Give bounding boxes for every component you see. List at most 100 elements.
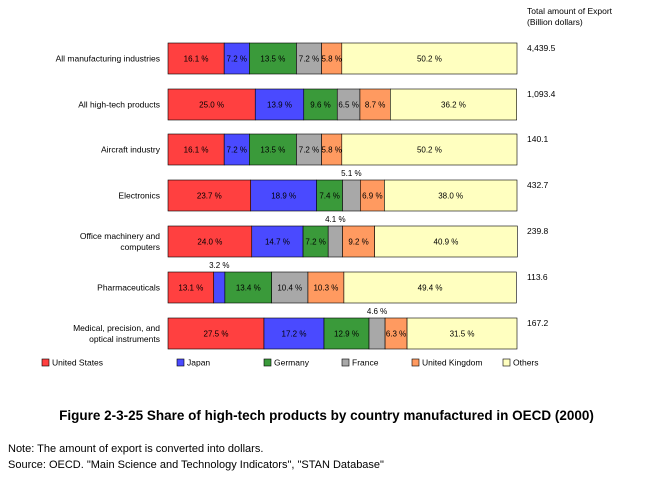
bar-segment-france xyxy=(342,179,361,212)
total-header-line2: (Billion dollars) xyxy=(527,17,583,27)
data-label: 40.9 % xyxy=(434,238,459,247)
bar-segment-others xyxy=(341,42,518,75)
data-label: 6.5 % xyxy=(338,101,358,110)
bar-segment-others xyxy=(374,225,518,258)
bar-segment-japan xyxy=(254,88,305,121)
bar-segment-united-states xyxy=(167,271,215,304)
data-label: 14.7 % xyxy=(265,238,290,247)
data-label: 7.2 % xyxy=(299,146,319,155)
data-label: 5.1 % xyxy=(341,169,361,178)
data-label: 10.3 % xyxy=(313,284,338,293)
legend-label: Japan xyxy=(187,358,210,368)
figure-title: Figure 2-3-25 Share of high-tech product… xyxy=(59,408,594,423)
data-label: 7.2 % xyxy=(299,55,319,64)
bar-segment-japan xyxy=(223,42,250,75)
data-label: 38.0 % xyxy=(438,192,463,201)
total-export-label: 432.7 xyxy=(527,180,549,190)
bar-segment-france xyxy=(296,133,322,166)
category-label: Electronics xyxy=(118,191,160,201)
bar-segment-united-states xyxy=(167,225,253,258)
bar-segment-others xyxy=(343,271,517,304)
data-label: 16.1 % xyxy=(184,146,209,155)
bar-segment-united-states xyxy=(167,133,225,166)
stacked-bar-chart: All manufacturing industries 16.1 % 7.2 % 1… xyxy=(41,42,556,368)
legend-label: United States xyxy=(52,358,103,368)
legend-swatch xyxy=(41,358,50,367)
data-label: 13.4 % xyxy=(236,284,261,293)
total-header-line1: Total amount of Export xyxy=(527,6,613,16)
legend-swatch xyxy=(176,358,185,367)
bar-segment-germany xyxy=(323,317,370,350)
data-label: 23.7 % xyxy=(197,192,222,201)
data-label: 4.6 % xyxy=(367,307,387,316)
total-export-label: 239.8 xyxy=(527,226,549,236)
bar-segment-others xyxy=(341,133,518,166)
category-label: All manufacturing industries xyxy=(56,54,160,64)
data-label: 13.9 % xyxy=(267,101,292,110)
data-label: 7.4 % xyxy=(319,192,339,201)
total-export-label: 1,093.4 xyxy=(527,89,556,99)
data-label: 49.4 % xyxy=(418,284,443,293)
data-label: 6.9 % xyxy=(362,192,382,201)
category-label: Pharmaceuticals xyxy=(97,283,160,293)
data-label: 50.2 % xyxy=(417,55,442,64)
data-label: 8.7 % xyxy=(365,101,385,110)
legend-label: Others xyxy=(513,358,539,368)
bar-segment-united-kingdom xyxy=(359,179,385,212)
total-export-label: 140.1 xyxy=(527,134,549,144)
data-label: 17.2 % xyxy=(282,330,307,339)
bar-segment-united-kingdom xyxy=(342,225,375,258)
data-label: 27.5 % xyxy=(204,330,229,339)
bar-segment-germany xyxy=(303,88,338,121)
bar-segment-others xyxy=(406,317,518,350)
category-label: Medical, precision, and optical instrumen… xyxy=(73,323,160,344)
bar-segment-japan xyxy=(250,179,317,212)
data-label: 6.3 % xyxy=(386,330,406,339)
data-label: 24.0 % xyxy=(197,238,222,247)
legend-swatch xyxy=(502,358,511,367)
bar-segment-france xyxy=(271,271,309,304)
bar-segment-germany xyxy=(224,271,272,304)
data-label: 10.4 % xyxy=(277,284,302,293)
data-label: 25.0 % xyxy=(199,101,224,110)
legend-swatch xyxy=(411,358,420,367)
note-text: Note: The amount of export is converted … xyxy=(8,443,264,455)
data-label: 50.2 % xyxy=(417,146,442,155)
total-export-label: 4,439.5 xyxy=(527,43,556,53)
legend-label: United Kingdom xyxy=(422,358,482,368)
source-text: Source: OECD. "Main Science and Technolo… xyxy=(8,459,384,471)
bar-segment-united-states xyxy=(167,88,256,121)
bar-segment-japan xyxy=(223,133,250,166)
bar-segment-united-states xyxy=(167,42,225,75)
data-label: 9.2 % xyxy=(348,238,368,247)
data-label: 7.2 % xyxy=(227,146,247,155)
data-label: 16.1 % xyxy=(184,55,209,64)
legend-swatch xyxy=(341,358,350,367)
bar-segment-france xyxy=(327,225,343,258)
data-label: 9.6 % xyxy=(310,101,330,110)
data-label: 5.8 % xyxy=(321,55,341,64)
bar-segment-france xyxy=(368,317,386,350)
category-label: Office machinery and computers xyxy=(80,231,160,252)
data-label: 3.2 % xyxy=(209,261,229,270)
data-label: 18.9 % xyxy=(271,192,296,201)
bar-segment-united-kingdom xyxy=(359,88,391,121)
category-label: All high-tech products xyxy=(78,100,160,110)
data-label: 12.9 % xyxy=(334,330,359,339)
total-export-label: 167.2 xyxy=(527,318,549,328)
bar-segment-germany xyxy=(249,42,297,75)
bar-segment-japan xyxy=(263,317,325,350)
data-label: 13.1 % xyxy=(178,284,203,293)
data-label: 7.2 % xyxy=(227,55,247,64)
data-label: 31.5 % xyxy=(450,330,475,339)
data-label: 13.5 % xyxy=(260,55,285,64)
category-label: Aircraft industry xyxy=(101,145,161,155)
legend-label: Germany xyxy=(274,358,310,368)
bar-segment-germany xyxy=(249,133,297,166)
data-label: 7.2 % xyxy=(305,238,325,247)
bar-segment-others xyxy=(384,179,518,212)
data-label: 36.2 % xyxy=(441,101,466,110)
bar-segment-united-states xyxy=(167,317,265,350)
legend-swatch xyxy=(263,358,272,367)
bar-segment-japan xyxy=(251,225,304,258)
